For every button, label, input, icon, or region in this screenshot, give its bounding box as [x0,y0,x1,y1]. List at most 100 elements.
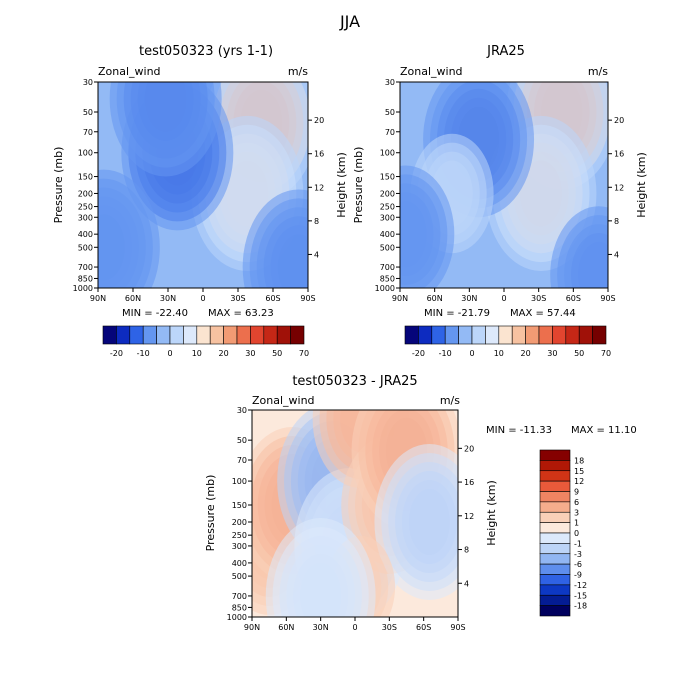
x-tick-label: 60S [566,294,581,303]
panel-difference: test050323 - JRA25 Zonal_wind m/s 90N 60N… [204,374,637,632]
contour-band [265,517,376,617]
colorbar-swatch [458,325,473,345]
y-axis-title: Pressure (mb) [52,147,65,224]
x-tick-label: 90N [392,294,408,303]
colorbar-swatch [539,594,571,606]
contour-band [550,206,608,288]
colorbar-swatch [156,325,171,345]
y-tick-label: 850 [78,274,93,283]
y-tick-label: 1000 [375,284,395,293]
units-label: m/s [440,394,460,407]
height-tick-label: 8 [464,546,469,555]
colorbar-swatch [471,325,486,345]
colorbar-swatch [539,449,571,461]
colorbar-label: 0 [167,349,172,358]
height-tick-label: 16 [614,150,624,159]
y-tick-label: 200 [78,189,93,198]
y-tick-label: 700 [78,263,93,272]
height-axis-ticks: 4 8 12 16 20 [308,116,324,259]
x-tick-label: 60S [265,294,280,303]
colorbar-label: 30 [547,349,557,358]
contour-field [252,410,458,617]
colorbar-swatch [539,491,571,503]
height-axis-title: Height (km) [335,152,348,218]
y-tick-label: 200 [380,189,395,198]
colorbar: -20 -10 0 10 20 30 50 70 [404,325,611,358]
colorbar-swatch [565,325,580,345]
x-tick-label: 60N [278,623,294,632]
colorbar-swatch [539,563,571,575]
colorbar-label: -10 [439,349,452,358]
contour-field [400,82,608,288]
y-tick-label: 300 [78,213,93,222]
colorbar-swatch [404,325,419,345]
colorbar-label: -9 [574,571,582,580]
y-tick-label: 400 [380,230,395,239]
x-tick-label: 90N [244,623,260,632]
height-axis-title: Height (km) [485,480,498,546]
y-tick-label: 150 [232,501,247,510]
height-axis-title: Height (km) [635,152,648,218]
x-tick-label: 90S [600,294,615,303]
contour-bands [98,82,308,288]
panel-title: test050323 - JRA25 [292,374,417,389]
y-tick-label: 30 [83,78,93,87]
variable-label: Zonal_wind [252,394,315,407]
y-tick-label: 250 [232,531,247,540]
y-tick-label: 500 [380,243,395,252]
x-tick-label: 30N [461,294,477,303]
height-tick-label: 20 [464,444,474,453]
height-tick-label: 12 [614,183,624,192]
colorbar-swatch [223,325,238,345]
colorbar-swatch [552,325,567,345]
y-tick-label: 100 [380,149,395,158]
units-label: m/s [588,65,608,78]
x-axis-ticks: 90N 60N 30N 0 30S 60S 90S [90,288,316,303]
height-tick-label: 20 [314,116,324,125]
y-tick-label: 100 [232,477,247,486]
x-tick-label: 60N [125,294,141,303]
colorbar-swatch [236,325,251,345]
colorbar-label: 70 [299,349,309,358]
y-tick-label: 30 [385,78,395,87]
x-tick-label: 90S [450,623,465,632]
y-tick-label: 150 [78,173,93,182]
x-tick-label: 30S [531,294,546,303]
colorbar-swatch [539,574,571,586]
y-tick-label: 50 [237,436,247,445]
colorbar-swatch [511,325,526,345]
colorbar-label: -10 [137,349,150,358]
variable-label: Zonal_wind [400,65,463,78]
y-tick-label: 1000 [227,613,247,622]
colorbar-swatch [196,325,211,345]
y-tick-label: 500 [78,243,93,252]
contour-band [98,169,160,288]
height-axis-ticks: 4 8 12 16 20 [458,444,474,588]
x-tick-label: 30S [382,623,397,632]
y-tick-label: 300 [380,213,395,222]
height-tick-label: 8 [314,217,319,226]
x-axis-ticks: 90N 60N 30N 0 30S 60S 90S [244,617,466,632]
panel-title: JRA25 [486,44,525,59]
x-tick-label: 30S [230,294,245,303]
colorbar-swatch [539,605,571,617]
colorbar-swatch [250,325,265,345]
y-tick-label: 1000 [73,284,93,293]
figure-title: JJA [339,12,360,31]
contour-bands [252,410,458,617]
colorbar-label: -15 [574,591,587,600]
colorbar-label: 18 [574,456,584,465]
height-tick-label: 16 [464,478,474,487]
x-tick-label: 0 [501,294,506,303]
panel-title: test050323 (yrs 1-1) [139,44,273,59]
x-tick-label: 30N [160,294,176,303]
y-tick-label: 400 [232,559,247,568]
colorbar-label: 1 [574,519,579,528]
colorbar-label: -1 [574,539,582,548]
height-tick-label: 4 [464,579,469,588]
colorbar-label: -6 [574,560,582,569]
colorbar-swatch [116,325,131,345]
colorbar-label: -18 [574,602,587,611]
